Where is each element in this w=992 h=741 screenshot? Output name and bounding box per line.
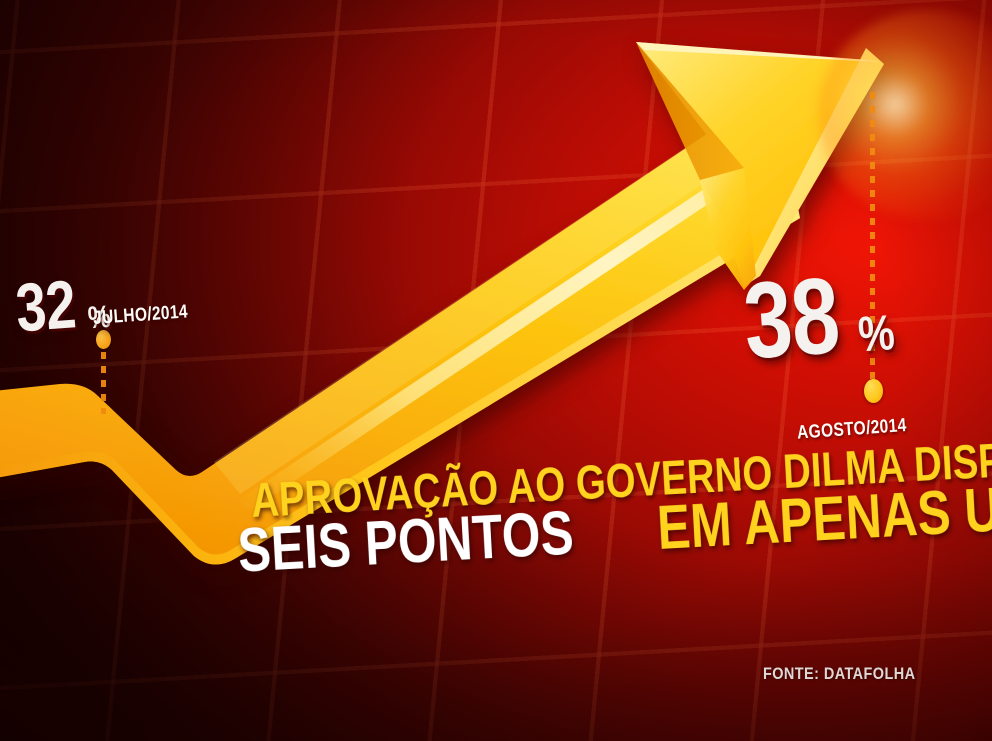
leader-line-left	[101, 352, 106, 414]
value-number-july: 32	[13, 266, 78, 347]
percent-symbol-august: %	[856, 304, 896, 363]
data-point-dot-july	[96, 330, 111, 349]
arrowhead-glow	[818, 10, 992, 220]
data-point-dot-august	[864, 379, 883, 403]
source-credit: FONTE: DATAFOLHA	[763, 664, 916, 683]
value-label-august: 38%	[739, 254, 903, 382]
leader-line-august	[870, 92, 875, 384]
value-number-august: 38	[739, 254, 843, 382]
